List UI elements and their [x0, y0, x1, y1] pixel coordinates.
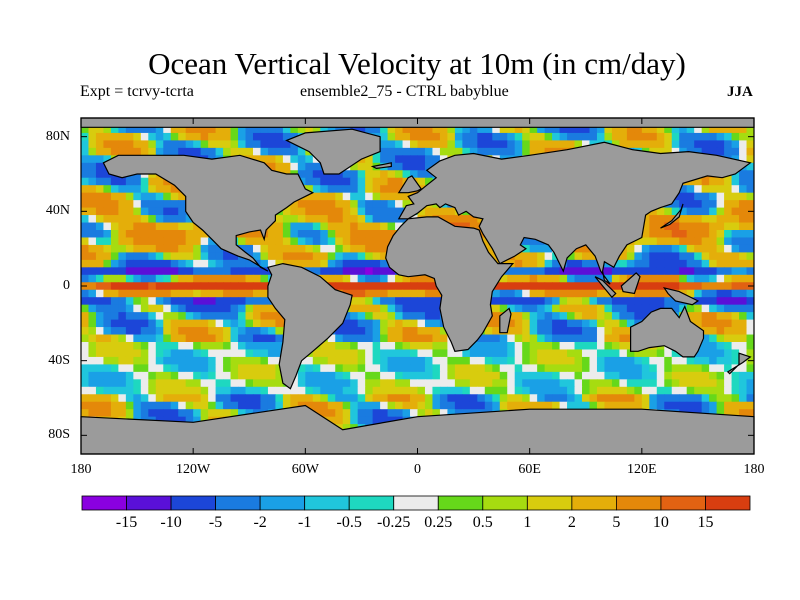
land-polygon [397, 175, 423, 194]
land-polygon [620, 272, 641, 295]
colorbar-label: 0.25 [424, 514, 453, 531]
lon-label: 60E [518, 462, 541, 477]
lat-label: 40N [45, 203, 70, 219]
lon-label: 180 [70, 462, 92, 477]
land-polygon [102, 154, 315, 272]
land-masses [80, 117, 755, 455]
lon-label: 60W [291, 462, 319, 477]
colorbar-label: 5 [612, 514, 621, 531]
colorbar-label: 10 [652, 514, 669, 531]
colorbar-label: -5 [208, 514, 223, 531]
colorbar-label: -0.5 [336, 514, 362, 531]
land-polygon [499, 307, 512, 334]
colorbar-label: 0.5 [472, 514, 493, 531]
ensemble-label: ensemble2_75 - CTRL babyblue [300, 83, 509, 100]
land-polygon [629, 304, 705, 358]
land-polygon [660, 203, 684, 229]
colorbar-label: 1 [523, 514, 532, 531]
colorbar-label: 2 [567, 514, 576, 531]
land-polygon [285, 128, 381, 175]
lat-label: 80S [48, 427, 70, 443]
colorbar-label: -0.25 [377, 514, 411, 531]
colorbar-label: -10 [160, 514, 182, 531]
land-polygon [726, 352, 752, 375]
colorbar-label: -1 [297, 514, 312, 531]
lat-label: 80N [45, 128, 70, 144]
experiment-label: Expt = tcrvy-tcrta [80, 83, 194, 100]
lat-label: 40S [48, 352, 70, 368]
land-polygon [594, 276, 617, 299]
plot-title: Ocean Vertical Velocity at 10m (in cm/da… [148, 46, 686, 81]
lon-label: 180 [743, 462, 765, 477]
lon-label: 0 [414, 462, 421, 477]
land-polygon [662, 286, 700, 306]
colorbar-label: 15 [697, 514, 714, 531]
colorbar-label: -2 [253, 514, 267, 531]
land-polygon [385, 216, 515, 352]
land-polygon [370, 162, 392, 170]
lat-label: 0 [63, 278, 70, 293]
land-polygon [397, 141, 752, 285]
season-label: JJA [727, 84, 753, 100]
colorbar-label: -15 [115, 514, 138, 531]
land-polygon [267, 262, 353, 390]
lon-label: 120W [176, 462, 211, 477]
lon-label: 120E [627, 462, 657, 477]
